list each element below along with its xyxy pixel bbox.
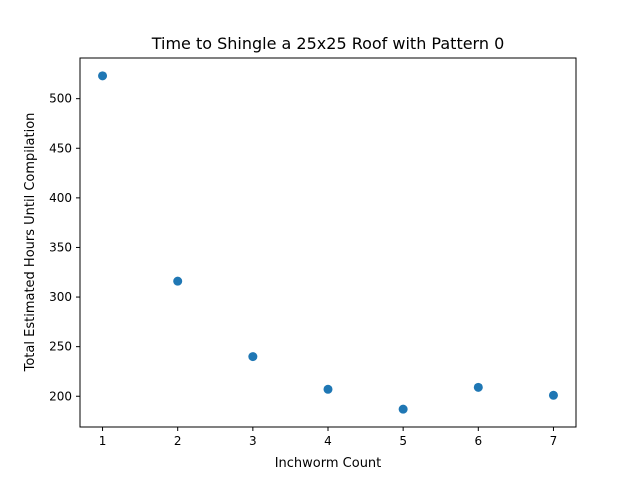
y-tick-label: 250: [49, 340, 72, 354]
x-tick-label: 1: [99, 434, 107, 448]
data-point: [398, 404, 408, 414]
y-tick-label: 300: [49, 290, 72, 304]
data-point: [473, 382, 483, 392]
data-point: [548, 390, 558, 400]
x-tick-label: 5: [399, 434, 407, 448]
y-axis-label: Total Estimated Hours Until Compilation: [23, 113, 38, 373]
data-point: [323, 384, 333, 394]
y-tick-label: 350: [49, 240, 72, 254]
x-tick-label: 3: [249, 434, 257, 448]
plot-area: 1 2 3 4 5 6 7 200 250 300 350 400 450 500: [49, 57, 577, 448]
y-tick-label: 450: [49, 141, 72, 155]
y-tick-label: 200: [49, 389, 72, 403]
data-point: [98, 71, 108, 81]
x-tick-label: 7: [550, 434, 558, 448]
x-axis-label: Inchworm Count: [275, 456, 382, 471]
y-tick-label: 500: [49, 92, 72, 106]
data-points: [98, 71, 558, 414]
x-tick-label: 6: [474, 434, 482, 448]
y-axis: 200 250 300 350 400 450 500: [49, 92, 80, 403]
data-point: [248, 352, 258, 362]
chart-title: Time to Shingle a 25x25 Roof with Patter…: [151, 34, 505, 53]
x-tick-label: 2: [174, 434, 182, 448]
x-tick-label: 4: [324, 434, 332, 448]
y-tick-label: 400: [49, 191, 72, 205]
x-axis: 1 2 3 4 5 6 7: [99, 427, 558, 448]
data-point: [173, 276, 183, 286]
